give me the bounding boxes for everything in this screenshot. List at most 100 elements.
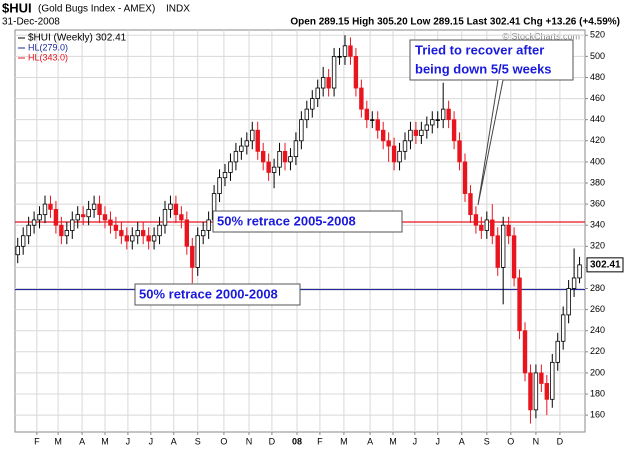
- candle-body: [566, 288, 571, 316]
- x-tick-label: M: [54, 436, 62, 446]
- x-tick-label: 08: [292, 436, 302, 446]
- candle-body: [70, 219, 75, 231]
- candle-body: [162, 208, 168, 226]
- candle-body: [490, 219, 495, 237]
- candle-body: [506, 224, 511, 237]
- candle-body: [310, 98, 315, 110]
- candle-body: [424, 124, 430, 131]
- x-tick-label: S: [195, 436, 201, 446]
- candle-body: [239, 145, 244, 152]
- candle-body: [217, 177, 222, 194]
- y-tick-label: 440: [590, 114, 605, 124]
- candle-body: [348, 45, 353, 57]
- candle-body: [91, 203, 97, 210]
- annotation: 50% retrace 2005-2008: [217, 213, 356, 228]
- y-tick-label: 180: [590, 388, 605, 398]
- candle-body: [511, 235, 517, 279]
- x-tick-label: S: [484, 436, 490, 446]
- candle-body: [446, 108, 451, 121]
- candle-body: [397, 150, 402, 163]
- candle-body: [386, 140, 391, 147]
- candle-body: [206, 219, 211, 231]
- annotation: 50% retrace 2000-2008: [139, 286, 278, 301]
- candle-body: [451, 119, 457, 142]
- candle-body: [108, 219, 113, 226]
- candle-body: [380, 129, 386, 142]
- candle-body: [102, 214, 108, 221]
- candle-body: [26, 224, 31, 237]
- annotation-box: [409, 39, 574, 81]
- candle-body: [233, 150, 239, 163]
- candle-body: [495, 235, 500, 268]
- x-tick-label: D: [557, 436, 564, 446]
- x-tick-label: A: [79, 436, 85, 446]
- candle-body: [228, 161, 233, 173]
- last-price-label: 302.41: [590, 259, 621, 270]
- symbol: $HUI: [2, 0, 32, 15]
- candle-body: [468, 193, 473, 216]
- candle-body: [20, 235, 26, 247]
- y-tick-label: 480: [590, 72, 605, 82]
- candle-body: [413, 129, 419, 136]
- y-tick-label: 360: [590, 198, 605, 208]
- date: 31-Dec-2008: [2, 17, 60, 28]
- candle-body: [337, 55, 342, 58]
- legend-entry: HL(279.0): [28, 42, 68, 52]
- x-tick-label: J: [149, 436, 154, 446]
- x-tick-label: F: [34, 436, 40, 446]
- candle-body: [271, 166, 277, 173]
- x-tick-label: A: [459, 436, 465, 446]
- y-tick-label: 400: [590, 156, 605, 166]
- candle-body: [31, 219, 37, 226]
- x-tick-label: N: [246, 436, 253, 446]
- candle-body: [277, 150, 282, 168]
- y-tick-label: 200: [590, 367, 605, 377]
- candle-body: [331, 55, 337, 89]
- candle-body: [528, 372, 533, 411]
- legend-entry: $HUI (Weekly) 302.41: [28, 33, 127, 44]
- candle-body: [86, 208, 91, 218]
- candle-body: [435, 119, 440, 121]
- candle-body: [539, 372, 544, 384]
- candle-body: [517, 277, 522, 332]
- candle-body: [250, 129, 255, 142]
- annotation: Tried to recover after: [415, 42, 544, 57]
- candle-body: [342, 45, 348, 57]
- x-tick-label: M: [389, 436, 397, 446]
- candle-body: [80, 214, 86, 218]
- candle-body: [402, 140, 408, 152]
- candle-body: [571, 277, 577, 289]
- candle-body: [522, 330, 528, 374]
- legend-entry: HL(343.0): [28, 52, 68, 62]
- candle-body: [157, 224, 162, 237]
- y-tick-label: 320: [590, 241, 605, 251]
- credit: © StockCharts.com: [502, 31, 580, 41]
- candle-body: [195, 235, 200, 268]
- candle-body: [533, 372, 539, 411]
- candle-body: [140, 230, 146, 237]
- candle-body: [97, 203, 102, 216]
- candle-body: [293, 140, 299, 158]
- candle-body: [315, 87, 320, 99]
- candle-body: [484, 219, 490, 231]
- candle-body: [53, 208, 59, 226]
- x-tick-label: N: [533, 436, 540, 446]
- candle-body: [462, 161, 468, 194]
- candle-body: [266, 161, 271, 173]
- candle-body: [353, 55, 359, 89]
- candle-body: [146, 235, 151, 242]
- x-tick-label: O: [507, 436, 514, 446]
- y-tick-label: 460: [590, 93, 605, 103]
- y-tick-label: 260: [590, 304, 605, 314]
- candle-body: [500, 224, 506, 268]
- y-tick-label: 520: [590, 30, 605, 40]
- x-tick-label: D: [269, 436, 276, 446]
- candle-body: [48, 203, 53, 210]
- y-tick-label: 340: [590, 220, 605, 230]
- candle-body: [430, 119, 435, 126]
- candle-body: [255, 129, 260, 152]
- candle-body: [173, 203, 179, 216]
- candle-body: [42, 203, 48, 216]
- plot-frame: [14, 29, 586, 433]
